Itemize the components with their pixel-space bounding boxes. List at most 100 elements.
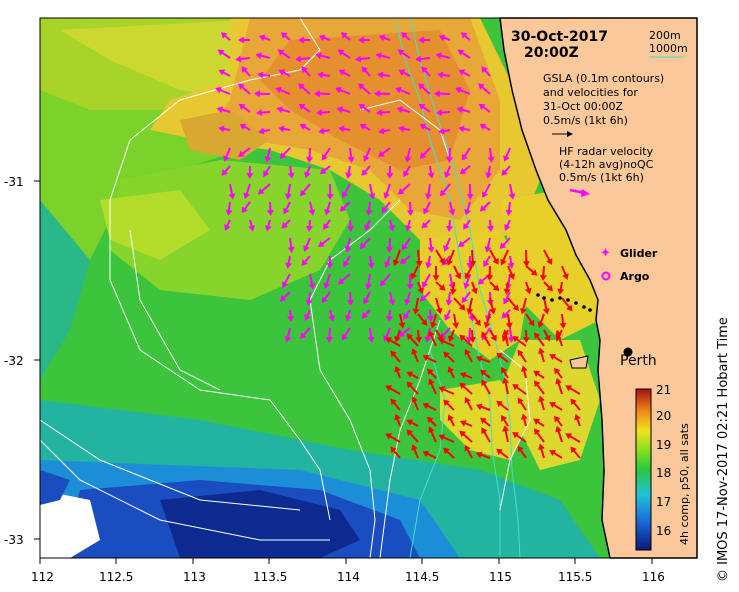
gsla-arrow [239,123,251,131]
gsla-arrow [254,90,271,98]
gsla-arrow [299,327,311,339]
hf-arrow [481,427,491,443]
gsla-arrow [383,183,391,200]
hf-arrow [554,415,563,427]
gsla-arrow [400,32,411,41]
gsla-arrow [337,273,351,285]
gsla-arrow [427,165,435,179]
hf-arrow [517,445,527,459]
hf-arrow [446,249,455,266]
hf-arrow [447,414,455,427]
gsla-arrow [287,237,295,253]
legend-hf-line2: (4-12h avg)noQC [559,158,654,171]
gsla-arrow [437,71,451,79]
gsla-arrow [283,201,291,215]
gsla-arrow [448,201,456,216]
gsla-arrow [295,55,311,63]
gsla-arrow [258,127,271,135]
hf-arrow [410,265,419,280]
gsla-arrow [304,165,311,179]
hf-arrow [501,367,509,379]
gsla-arrow [482,183,491,198]
hf-arrow [543,281,554,292]
hf-arrow [505,313,513,329]
gsla-arrow [418,83,431,95]
gsla-arrow [318,237,331,248]
gsla-arrow [323,273,331,290]
hf-arrow [452,313,460,329]
gsla-arrow [238,103,251,113]
gsla-arrow [336,106,351,114]
gsla-arrow [459,165,471,175]
gsla-arrow [405,219,412,232]
gsla-arrow [376,109,391,117]
gsla-arrow [243,183,251,200]
hf-arrow [507,297,519,312]
gsla-arrow [301,255,311,266]
gsla-arrow [406,201,414,216]
gsla-arrow [478,103,491,113]
gsla-arrow [505,201,513,216]
gsla-arrow [419,291,431,302]
gsla-arrow [224,219,231,231]
colorbar-tick: 16 [656,524,671,538]
glider-track [536,293,592,312]
hf-arrow [415,249,423,267]
hf-arrow [534,380,545,395]
hf-arrow [517,349,527,363]
hf-arrow [394,413,401,427]
gsla-arrow [323,219,331,230]
legend-gsla-line2: and velocities for [543,86,638,99]
colorbar-tick: 19 [656,438,671,452]
gsla-arrow [345,309,352,322]
island [569,355,589,369]
x-axis [39,558,653,564]
gsla-arrow [483,255,491,268]
gsla-arrow [345,165,353,179]
perth-marker [623,347,633,357]
gsla-arrow [299,123,311,131]
legend-glider-marker: ✦ [600,246,611,261]
hf-arrow [565,385,581,395]
gsla-arrow [241,66,251,77]
hf-arrow [483,313,491,329]
hf-arrow [539,265,547,281]
gsla-arrow [298,36,310,44]
legend-argo-marker [601,271,611,281]
gsla-arrow [460,32,471,41]
gsla-arrow [444,309,451,321]
perth-label: Perth [620,353,657,369]
gsla-arrow [503,147,511,162]
gsla-arrow [386,165,394,179]
hf-arrow [537,313,545,329]
gsla-arrow [248,219,255,232]
hf-arrow [503,281,511,295]
gsla-arrow [223,147,231,162]
gsla-arrow [241,201,251,214]
gsla-arrow [439,183,451,197]
colorbar-tick: 18 [656,466,671,480]
gsla-arrow [255,52,271,60]
hf-arrow [489,281,500,292]
hf-arrow [519,297,527,315]
gsla-arrow [363,291,371,305]
hf-arrow [443,447,455,459]
gsla-arrow [507,255,515,269]
hf-arrow [570,398,581,411]
gsla-arrow [397,49,411,59]
gsla-arrow [364,219,371,231]
gsla-arrow [338,69,351,77]
hf-arrow [471,313,481,327]
hf-arrow [561,265,569,280]
gsla-arrow [458,125,471,133]
hf-arrow [443,351,455,363]
legend-glider-label: Glider [620,247,658,260]
gsla-arrow [415,55,431,63]
gsla-arrow [457,49,471,59]
gsla-arrow [397,183,411,195]
hf-arrow [464,444,473,459]
gsla-arrow [463,219,471,230]
gsla-arrow [277,49,291,59]
gsla-arrow [508,183,516,200]
